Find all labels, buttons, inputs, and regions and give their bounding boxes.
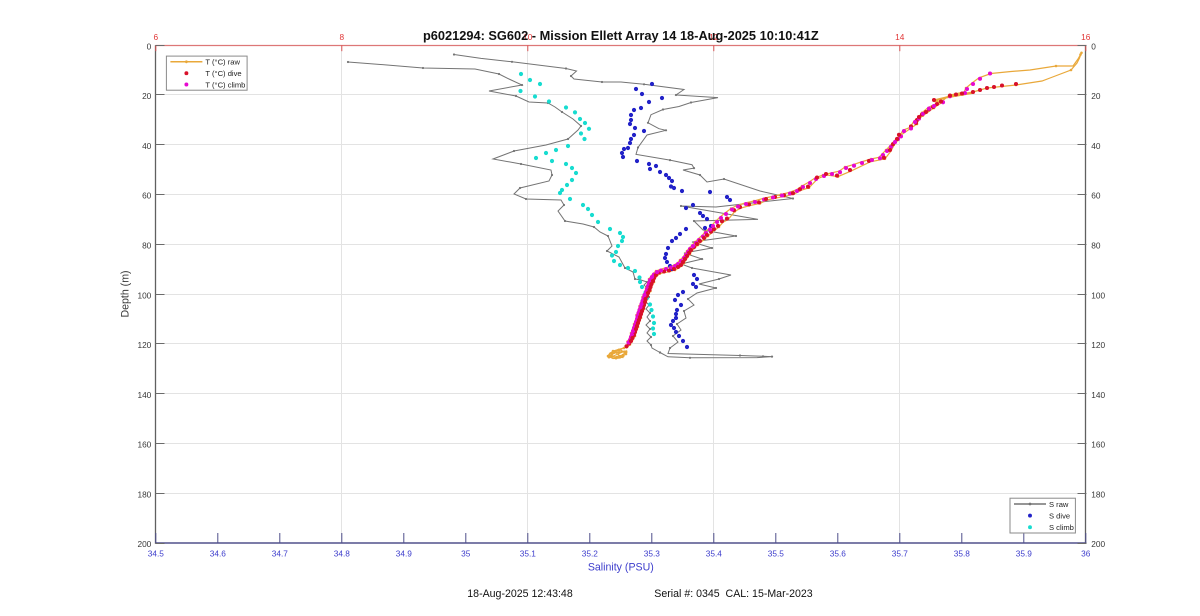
svg-text:34.7: 34.7 (272, 549, 289, 559)
svg-text:140: 140 (137, 390, 151, 400)
svg-text:Salinity (PSU): Salinity (PSU) (588, 562, 654, 574)
svg-text:20: 20 (142, 91, 152, 101)
svg-text:Depth (m): Depth (m) (120, 270, 132, 317)
svg-text:120: 120 (1091, 340, 1105, 350)
svg-text:35.8: 35.8 (954, 549, 971, 559)
svg-text:35.1: 35.1 (520, 549, 537, 559)
svg-text:16: 16 (1081, 32, 1091, 42)
svg-text:34.5: 34.5 (148, 549, 165, 559)
svg-text:T (°C) climb: T (°C) climb (205, 80, 245, 89)
svg-text:60: 60 (1091, 191, 1101, 201)
svg-text:35.4: 35.4 (706, 549, 723, 559)
svg-text:35.5: 35.5 (768, 549, 785, 559)
svg-text:100: 100 (137, 290, 151, 300)
svg-text:180: 180 (137, 489, 151, 499)
svg-text:34.9: 34.9 (396, 549, 413, 559)
svg-text:40: 40 (142, 141, 152, 151)
svg-text:0: 0 (1091, 41, 1096, 51)
svg-text:180: 180 (1091, 489, 1105, 499)
svg-text:20: 20 (1091, 91, 1101, 101)
svg-text:34.8: 34.8 (334, 549, 351, 559)
svg-text:160: 160 (1091, 440, 1105, 450)
svg-text:p6021294: SG602 - Mission Elle: p6021294: SG602 - Mission Ellett Array 1… (423, 28, 819, 43)
svg-text:35.7: 35.7 (892, 549, 909, 559)
svg-text:80: 80 (1091, 241, 1101, 251)
svg-text:14: 14 (895, 32, 905, 42)
svg-text:100: 100 (1091, 290, 1105, 300)
svg-text:35.3: 35.3 (644, 549, 661, 559)
svg-text:12: 12 (709, 32, 719, 42)
svg-text:35.6: 35.6 (830, 549, 847, 559)
svg-text:10: 10 (523, 32, 533, 42)
svg-text:35.2: 35.2 (582, 549, 599, 559)
svg-text:T (°C) raw: T (°C) raw (205, 58, 240, 67)
svg-text:40: 40 (1091, 141, 1101, 151)
svg-text:8: 8 (339, 32, 344, 42)
svg-text:140: 140 (1091, 390, 1105, 400)
svg-text:200: 200 (137, 539, 151, 549)
svg-text:120: 120 (137, 340, 151, 350)
svg-text:35: 35 (461, 549, 471, 559)
svg-text:60: 60 (142, 191, 152, 201)
svg-text:S climb: S climb (1049, 523, 1074, 532)
svg-text:36: 36 (1081, 549, 1091, 559)
svg-text:18-Aug-2025 12:43:48: 18-Aug-2025 12:43:48 (467, 588, 573, 600)
svg-text:T (°C) dive: T (°C) dive (205, 69, 241, 78)
svg-text:S raw: S raw (1049, 500, 1069, 509)
svg-text:6: 6 (153, 32, 158, 42)
svg-text:34.6: 34.6 (210, 549, 227, 559)
svg-text:S dive: S dive (1049, 511, 1070, 520)
svg-text:200: 200 (1091, 539, 1105, 549)
svg-text:35.9: 35.9 (1016, 549, 1033, 559)
svg-text:160: 160 (137, 440, 151, 450)
svg-text:0: 0 (147, 41, 152, 51)
svg-text:80: 80 (142, 241, 152, 251)
svg-text:Serial #: 0345 CAL: 15-Mar-20: Serial #: 0345 CAL: 15-Mar-2023 (654, 588, 813, 600)
